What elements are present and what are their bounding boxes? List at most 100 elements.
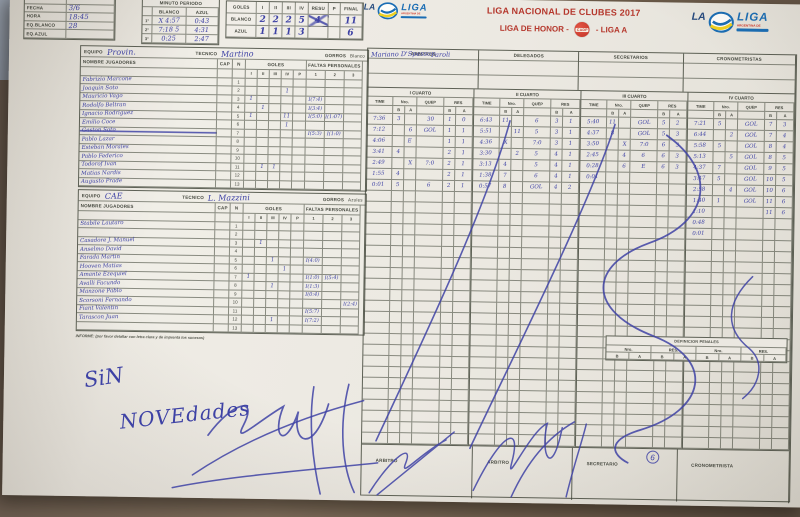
nro-header: Nro. [607, 100, 632, 110]
quarter-event-cell [365, 234, 392, 247]
quarter-event-cell [712, 185, 726, 197]
quarter-event-cell [668, 228, 686, 240]
event-value: 0:57 [479, 183, 492, 190]
event-value: 6:44 [694, 131, 707, 139]
quarter-event-cell [412, 389, 440, 401]
quarter-event-cell: 0:01 [580, 171, 607, 184]
quarter-event-cell [721, 394, 734, 406]
goal-cell [292, 121, 306, 131]
goal-cell [243, 222, 256, 231]
quarter-event-cell [510, 225, 523, 238]
quarter-event-cell [469, 401, 496, 413]
quarter-event-cell [362, 377, 389, 389]
quarter-event-cell [510, 236, 523, 249]
quarter-event-cell [549, 193, 562, 205]
cap-cell [214, 255, 230, 265]
quarter-event-cell: 1:40 [686, 195, 713, 208]
goles-value-cell [328, 15, 341, 28]
goal-cell [281, 95, 294, 105]
quarter-event-cell [470, 335, 497, 347]
minuto-blanco-value: X 4:57 [158, 16, 180, 25]
quarter-event-cell [577, 303, 605, 316]
quarter-event-cell [416, 169, 444, 181]
quarter-event-cell [400, 389, 413, 401]
quarter-event-cell [605, 227, 618, 239]
quarter-event-cell: 11 [511, 126, 524, 139]
quarter-event-cell [546, 413, 559, 425]
event-value: 1 [461, 161, 466, 168]
quarter-event-cell [723, 273, 736, 285]
quarter-event-cell [559, 303, 578, 315]
quarter-event-cell [655, 272, 668, 284]
quarter-event-cell [614, 381, 627, 393]
quarter-event-cell [763, 229, 776, 242]
officials-and-quarters-panel: ARBITROS Mariano D'SpessoParoli DELEGADOS S… [360, 47, 798, 504]
goles-period-header: P [293, 70, 307, 80]
quarter-event-cell [364, 300, 391, 313]
quarter-event-cell [721, 405, 734, 417]
event-value: 10 [766, 176, 774, 184]
event-value: 5 [534, 151, 539, 158]
quarter-event-cell [666, 305, 685, 317]
signature-cell-label: ARBITRO [487, 459, 510, 465]
quarter-event-cell [391, 202, 404, 214]
quarter-event-cell [496, 335, 509, 347]
goal-cell [256, 129, 269, 139]
event-value: 2 [446, 171, 451, 178]
quarter-event-cell [614, 403, 627, 415]
quarter-event-cell: 4:37 [580, 127, 607, 140]
quarter-event-cell [629, 183, 658, 196]
quarter-event-cell [547, 336, 560, 348]
player-number: 12 [228, 315, 242, 325]
goal-cell [292, 138, 306, 148]
falta-cell [303, 265, 323, 275]
goles-col-header: FINAL [340, 3, 363, 16]
time-header: TIME [367, 96, 394, 107]
player-name-handwritten: Hooven Matias [79, 262, 122, 270]
signature-cell-secretario: SECRETARIO [572, 447, 678, 502]
quarter-event-cell [655, 294, 668, 306]
quarter-event-cell [499, 126, 512, 138]
quarter-event-cell [391, 224, 404, 236]
event-value: 1 [568, 151, 573, 158]
quarter-event-cell [615, 304, 629, 316]
falta-cell [342, 240, 361, 250]
quarter-event-cell: 5 [523, 160, 551, 172]
falta-cell: I(0:4) [303, 291, 323, 300]
quarter-event-cell [392, 158, 405, 170]
goal-cell [255, 230, 268, 240]
event-value: 1 [568, 162, 573, 169]
goles-value-cell: 3 [295, 26, 309, 39]
goles-period-header: P [291, 214, 305, 224]
quarter-event-cell [606, 161, 619, 173]
quarter-event-cell [522, 204, 550, 216]
falta-cell: I(1:07) [324, 113, 345, 123]
goal-cell [269, 95, 282, 105]
quarter-event-cell [547, 358, 560, 370]
quarter-event-cell [401, 345, 414, 357]
quarter-event-cell [626, 392, 654, 405]
quarter-event-cell: 1 [562, 116, 581, 128]
falta-cell [324, 172, 344, 182]
goal-mark: 1 [258, 240, 263, 247]
quarter-event-cell [546, 380, 559, 392]
quarter-event-cell [775, 219, 793, 231]
player-name-handwritten: Emilio Coce [81, 118, 116, 126]
quarter-event-cell [628, 293, 656, 306]
quarter-event-cell: 7:0 [416, 158, 444, 170]
quarter-event-cell [391, 191, 404, 203]
quarter-event-cell [601, 436, 615, 448]
quarter-event-cell [577, 325, 604, 338]
quarter-event-cell [725, 174, 738, 186]
player-name [76, 321, 214, 333]
event-value: 6 [535, 118, 539, 125]
event-value: 7:0 [424, 160, 434, 167]
quarter-event-cell [439, 389, 452, 401]
goal-cell: 1 [245, 112, 258, 121]
quarter-event-cell [721, 416, 734, 428]
goles-value: 1 [285, 26, 292, 37]
quarter-event-cell: 5:40 [580, 116, 608, 129]
event-value: 5 [716, 176, 721, 183]
quarter-event-cell: 7:0 [523, 138, 551, 150]
quarter-event-cell [412, 422, 440, 434]
